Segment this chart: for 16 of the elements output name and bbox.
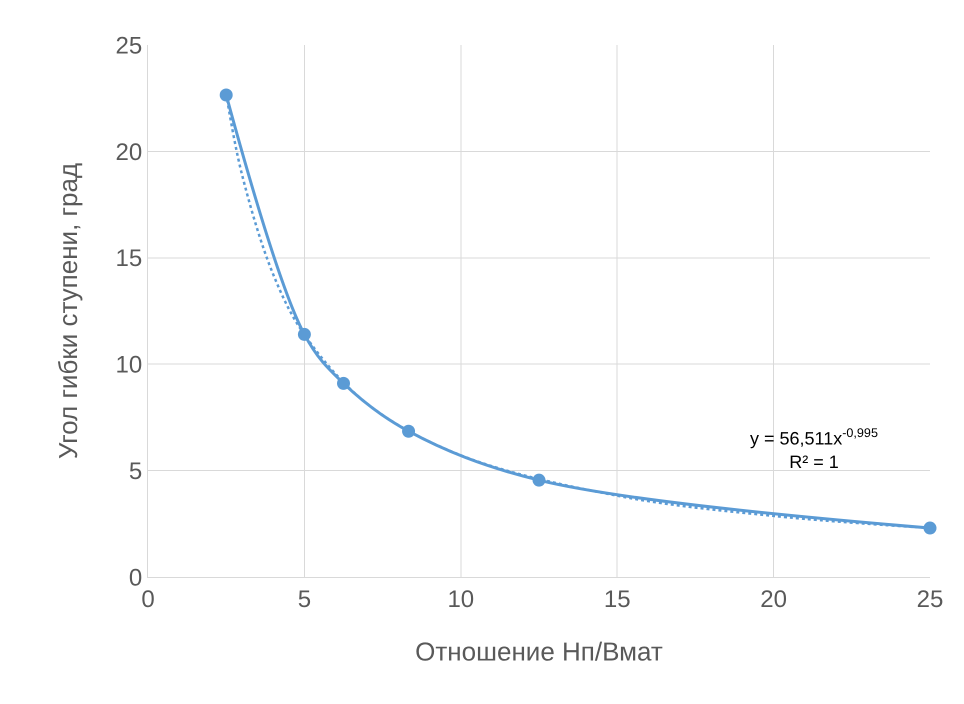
- y-tick-label: 10: [115, 352, 142, 379]
- point: [924, 522, 936, 535]
- x-tick-label: 20: [760, 586, 787, 613]
- y-tick-label: 15: [115, 245, 142, 272]
- y-tick-label: 20: [115, 138, 142, 166]
- y-tick-label: 5: [128, 458, 142, 485]
- annotation: y = 56,511x$^{-0,995}$ R² = 1: [750, 426, 878, 472]
- y-tick-label: 0: [128, 564, 142, 592]
- x-axis-title: Отношение Нп/Вмат: [415, 636, 663, 666]
- point: [220, 88, 233, 102]
- x-tick-label: 15: [604, 586, 631, 613]
- y-tick-label: 25: [115, 32, 142, 60]
- x-tick-label: 5: [298, 586, 312, 613]
- x-tick-label: 25: [916, 586, 944, 613]
- y-axis-title: Угол гибки ступени, град: [52, 162, 83, 460]
- x-tick-label: 10: [447, 586, 474, 613]
